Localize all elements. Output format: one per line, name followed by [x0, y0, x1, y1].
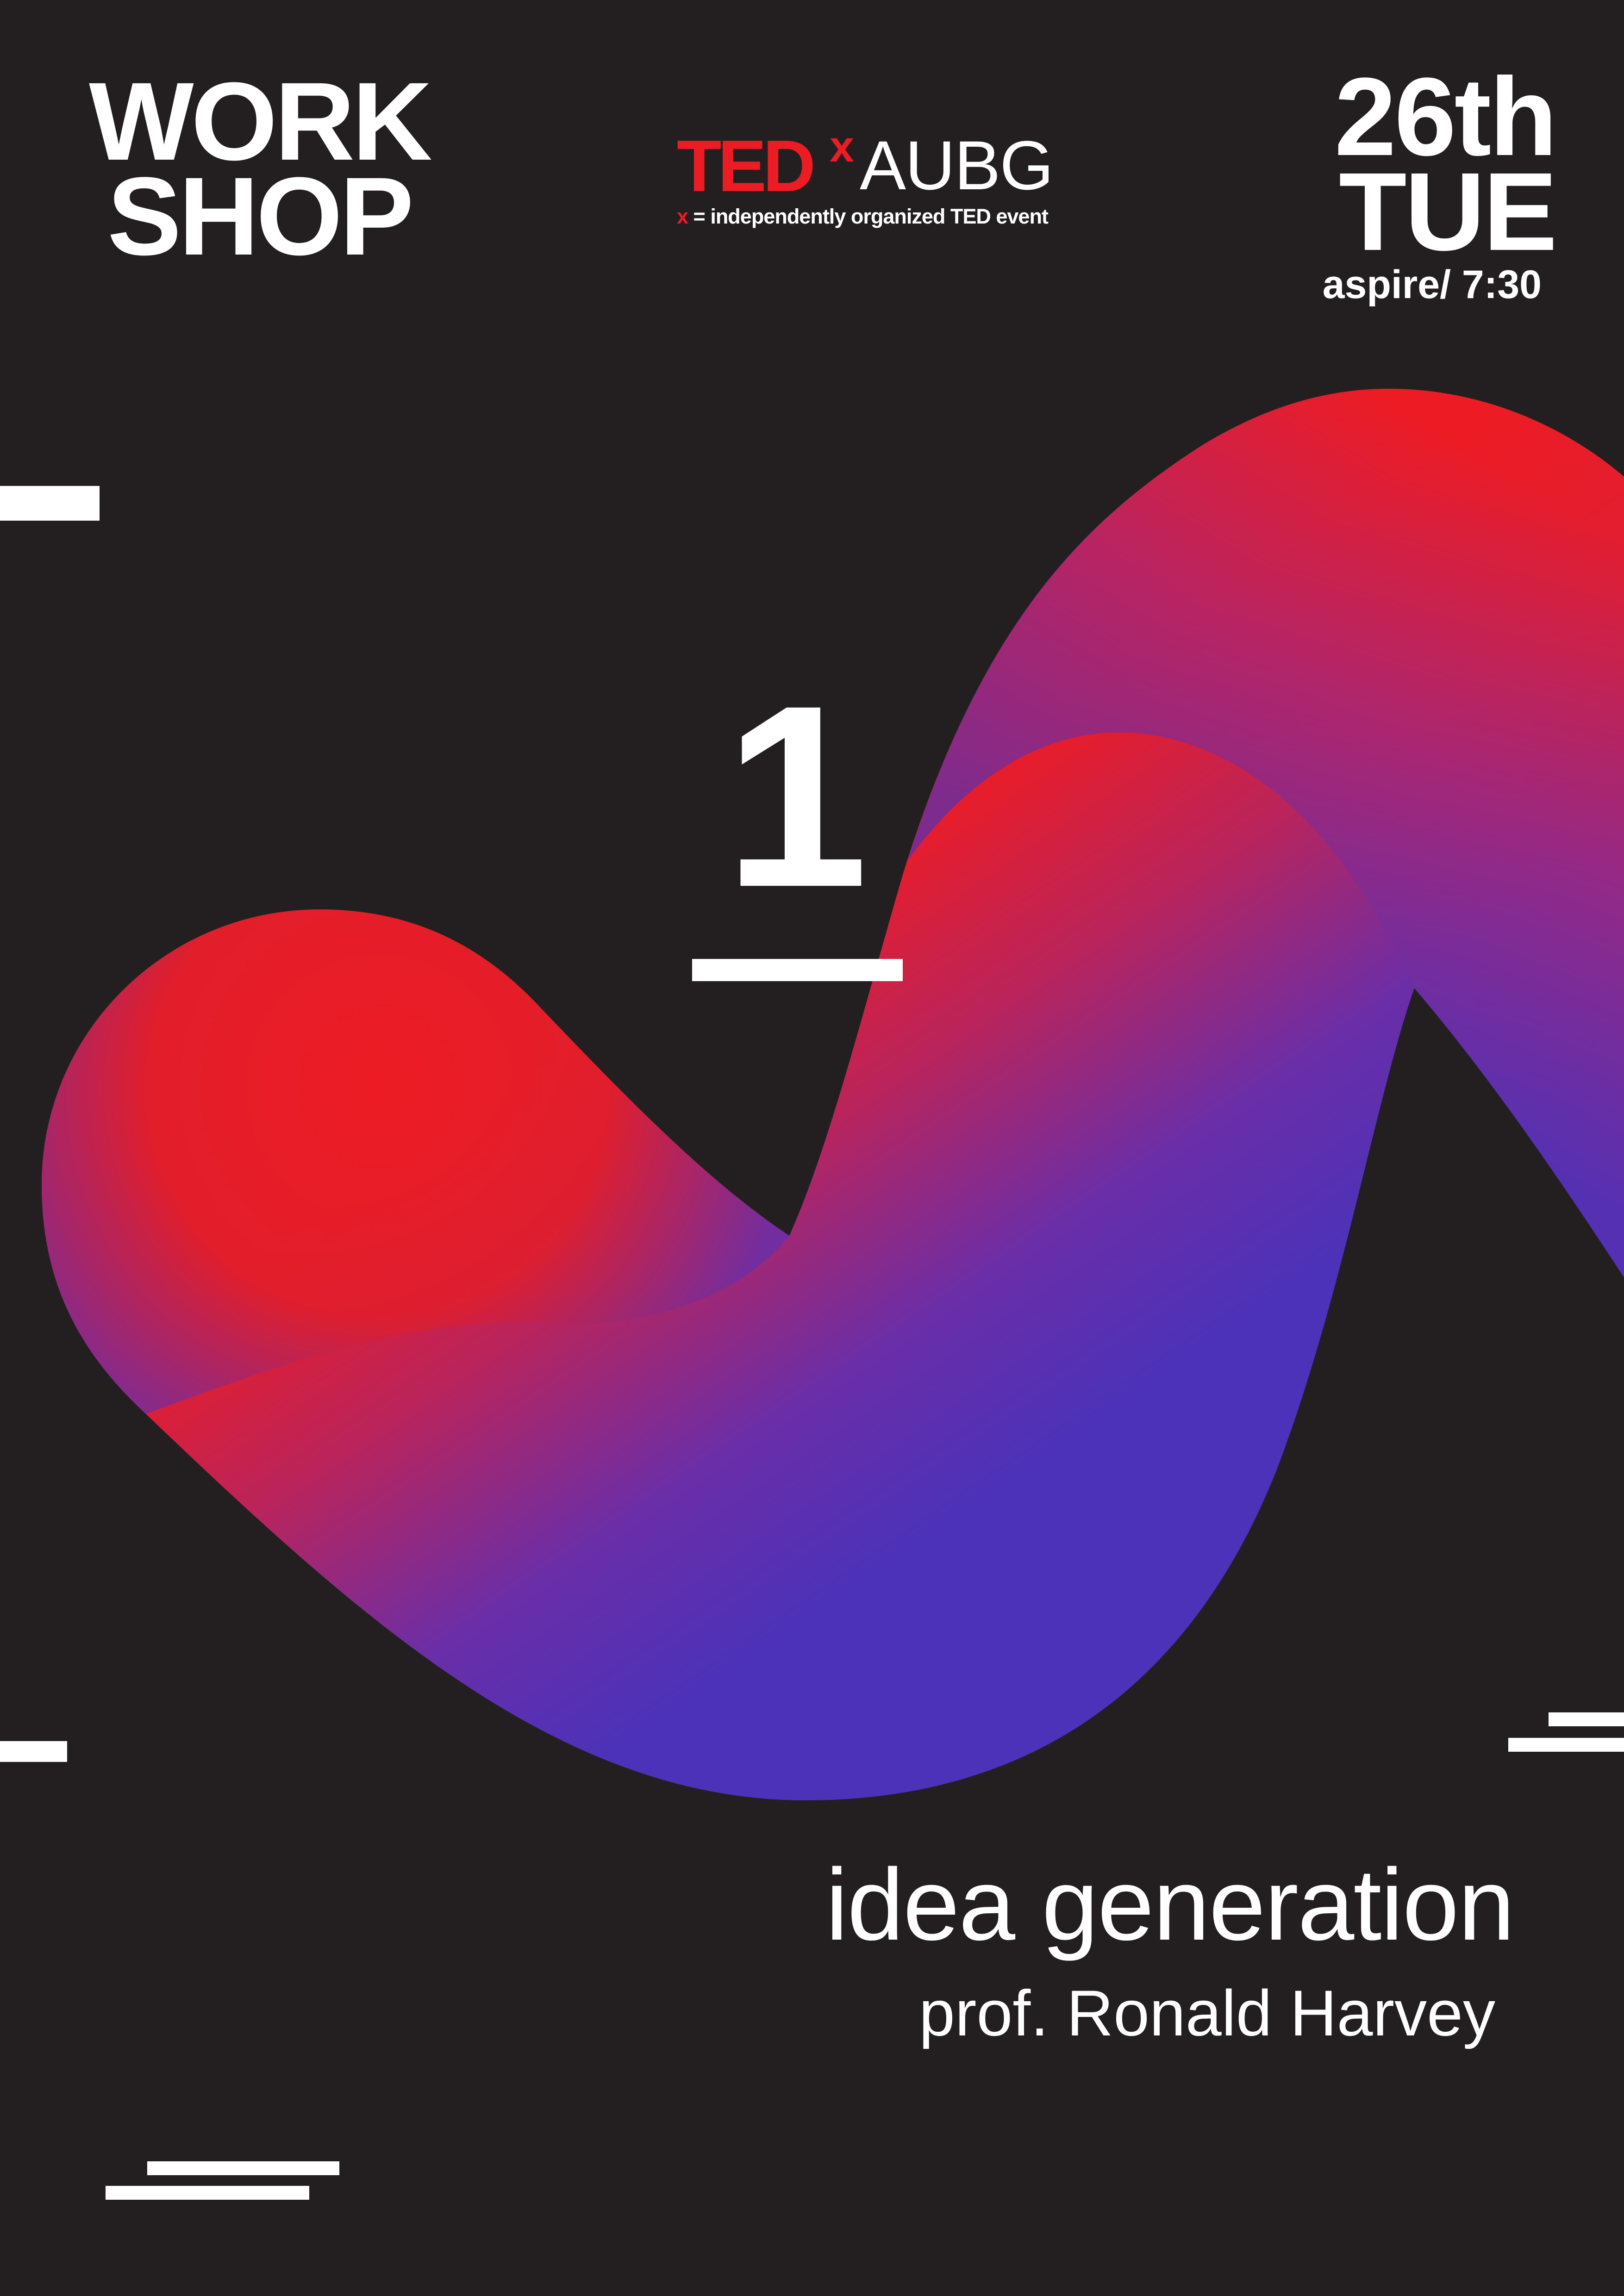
logo-event-name: AUBG	[860, 126, 1054, 204]
wave-top-highlight	[907, 389, 1624, 1277]
talk-title: idea generation	[825, 1848, 1515, 1961]
logo-x-mark: x	[830, 122, 854, 171]
tedx-aubg-logo: TED x AUBG x = independently organized T…	[677, 125, 1093, 241]
workshop-number: 1	[724, 651, 868, 941]
event-day: 26th	[1334, 55, 1557, 179]
workshop-line-1: WORK	[89, 59, 432, 183]
decor-bar-bottom-1	[147, 2161, 339, 2175]
decor-bar-right-1	[1549, 1712, 1624, 1726]
event-location-time: aspire/ 7:30	[1322, 262, 1542, 307]
workshop-line-2: SHOP	[107, 154, 414, 278]
logo-ted-text: TED	[677, 125, 816, 207]
talk-speaker: prof. Ronald Harvey	[918, 1977, 1495, 2049]
decor-bar-left-top	[0, 486, 100, 521]
wave-left-ball	[42, 909, 789, 1414]
decor-bar-left-mid	[0, 1741, 67, 1762]
decor-bar-bottom-2	[106, 2186, 309, 2200]
decor-bar-right-2	[1508, 1738, 1624, 1752]
logo-tagline: x = independently organized TED event	[677, 204, 1049, 229]
logo-tagline-x: x	[677, 205, 688, 228]
event-weekday: TUE	[1339, 149, 1557, 274]
workshop-heading: WORK SHOP	[69, 59, 449, 278]
event-date: 26th TUE aspire/ 7:30	[1268, 55, 1557, 310]
logo-tagline-text: = independently organized TED event	[688, 205, 1049, 228]
workshop-number-underline	[692, 959, 903, 981]
